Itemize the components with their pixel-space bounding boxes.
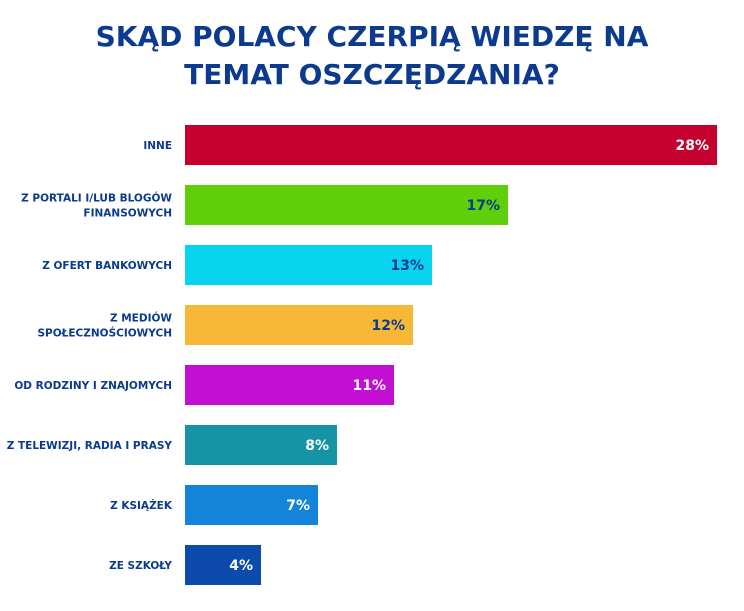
- value-label: 28%: [675, 138, 709, 154]
- category-label-line: FINANSOWYCH: [83, 208, 172, 220]
- category-label-line: Z PORTALI I/LUB BLOGÓW: [21, 192, 172, 205]
- category-label: Z MEDIÓW SPOŁECZNOŚCIOWYCH: [37, 312, 172, 340]
- category-label-line: Z KSIĄŻEK: [110, 498, 173, 512]
- category-label-line: Z MEDIÓW: [110, 312, 172, 325]
- category-label: INNE: [143, 140, 172, 152]
- bar: [185, 425, 337, 465]
- bars-layer: [185, 125, 717, 585]
- value-label: 7%: [286, 498, 310, 514]
- bar: [185, 305, 413, 345]
- value-label: 8%: [305, 438, 329, 454]
- value-label: 17%: [466, 198, 500, 214]
- category-label: Z TELEWIZJI, RADIA I PRASY: [7, 440, 173, 452]
- category-label: OD RODZINY I ZNAJOMYCH: [14, 380, 172, 392]
- bar: [185, 185, 508, 225]
- category-label-line: Z OFERT BANKOWYCH: [42, 260, 172, 272]
- labels-layer: 28% INNE 17% Z PORTALI I/LUB BLOGÓW FINANSOW…: [7, 138, 709, 574]
- category-label: ZE SZKOŁY: [109, 560, 172, 572]
- bar: [185, 245, 432, 285]
- category-label-line: ZE SZKOŁY: [109, 560, 172, 572]
- category-label-line: SPOŁECZNOŚCIOWYCH: [37, 327, 172, 340]
- value-label: 12%: [371, 318, 405, 334]
- bar: [185, 125, 717, 165]
- category-label: Z PORTALI I/LUB BLOGÓW FINANSOWYCH: [21, 192, 172, 220]
- category-label: Z KSIĄŻEK: [110, 498, 173, 512]
- bar: [185, 365, 394, 405]
- value-label: 13%: [390, 258, 424, 274]
- value-label: 4%: [229, 558, 253, 574]
- chart-title: SKĄD POLACY CZERPIĄ WIEDZĘ NA TEMAT OSZC…: [95, 20, 649, 91]
- value-label: 11%: [352, 378, 386, 394]
- bar: [185, 545, 261, 585]
- category-label-line: Z TELEWIZJI, RADIA I PRASY: [7, 440, 173, 452]
- bar: [185, 485, 318, 525]
- category-label-line: OD RODZINY I ZNAJOMYCH: [14, 380, 172, 392]
- category-label-line: INNE: [143, 140, 172, 152]
- category-label: Z OFERT BANKOWYCH: [42, 260, 172, 272]
